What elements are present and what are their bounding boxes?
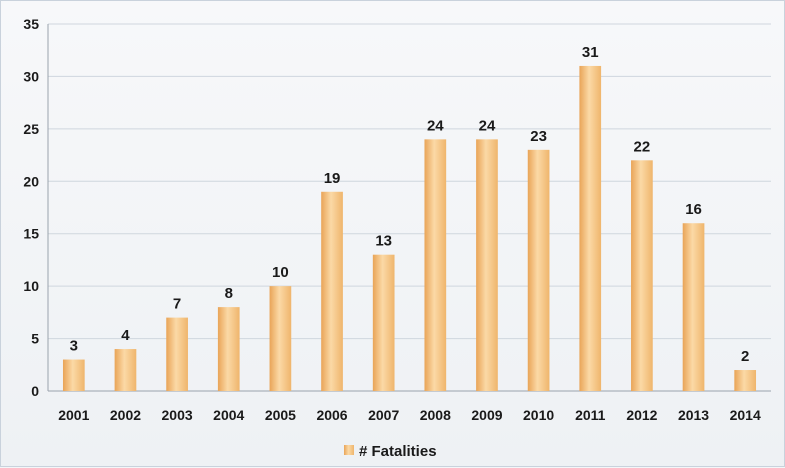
x-tick-label: 2013: [678, 407, 709, 423]
x-tick-label: 2004: [213, 407, 244, 423]
legend-label: # Fatalities: [359, 443, 437, 460]
y-tick-label: 35: [23, 16, 39, 32]
bar: [424, 139, 447, 391]
bar: [269, 286, 292, 391]
bar: [62, 359, 85, 391]
y-tick-label: 30: [23, 68, 39, 84]
y-tick-label: 25: [23, 121, 39, 137]
data-label: 2: [741, 348, 749, 365]
x-tick-label: 2003: [162, 407, 193, 423]
y-tick-label: 5: [31, 331, 39, 347]
bar: [114, 349, 137, 391]
data-label: 7: [173, 296, 181, 313]
axes: 0 5 10 15 20 25 30 35 2001 2002 2003 2004 2005 2006 20…: [23, 16, 761, 423]
y-tick-label: 10: [23, 278, 39, 294]
y-tick-label: 20: [23, 173, 39, 189]
bar: [682, 223, 705, 391]
legend-swatch: [344, 445, 354, 455]
bar: [579, 65, 602, 391]
y-tick-label: 0: [31, 383, 39, 399]
data-label: 3: [70, 338, 78, 355]
x-tick-label: 2006: [316, 407, 347, 423]
data-label: 22: [634, 138, 651, 155]
x-tick-label: 2014: [730, 407, 761, 423]
bar: [321, 191, 343, 391]
x-tick-label: 2002: [110, 407, 141, 423]
data-label: 16: [685, 201, 702, 218]
data-label: 24: [479, 117, 496, 134]
legend: # Fatalities: [344, 443, 437, 460]
bar: [527, 149, 550, 391]
x-tick-label: 2011: [575, 407, 606, 423]
data-labels: 3 4 7 8 10 19 13 24 24 23 31 22 16 2: [70, 44, 750, 365]
data-label: 24: [427, 117, 444, 134]
data-label: 10: [272, 264, 289, 281]
x-tick-label: 2008: [420, 407, 451, 423]
bar: [372, 254, 395, 391]
data-label: 8: [225, 285, 233, 302]
x-tick-label: 2012: [626, 407, 657, 423]
data-label: 23: [530, 128, 547, 145]
grid-lines: [48, 23, 771, 392]
bar: [217, 307, 240, 391]
y-tick-label: 15: [23, 226, 39, 242]
data-label: 19: [324, 170, 341, 187]
x-tick-label: 2005: [265, 407, 296, 423]
bar: [734, 370, 757, 391]
bar: [476, 139, 498, 391]
bars: [62, 65, 757, 391]
x-tick-label: 2010: [523, 407, 554, 423]
bar: [631, 160, 653, 391]
data-label: 4: [121, 327, 130, 344]
x-tick-label: 2009: [471, 407, 502, 423]
x-tick-label: 2007: [368, 407, 399, 423]
x-tick-label: 2001: [58, 407, 89, 423]
data-label: 13: [375, 233, 392, 250]
data-label: 31: [582, 44, 599, 61]
bar: [166, 317, 188, 391]
